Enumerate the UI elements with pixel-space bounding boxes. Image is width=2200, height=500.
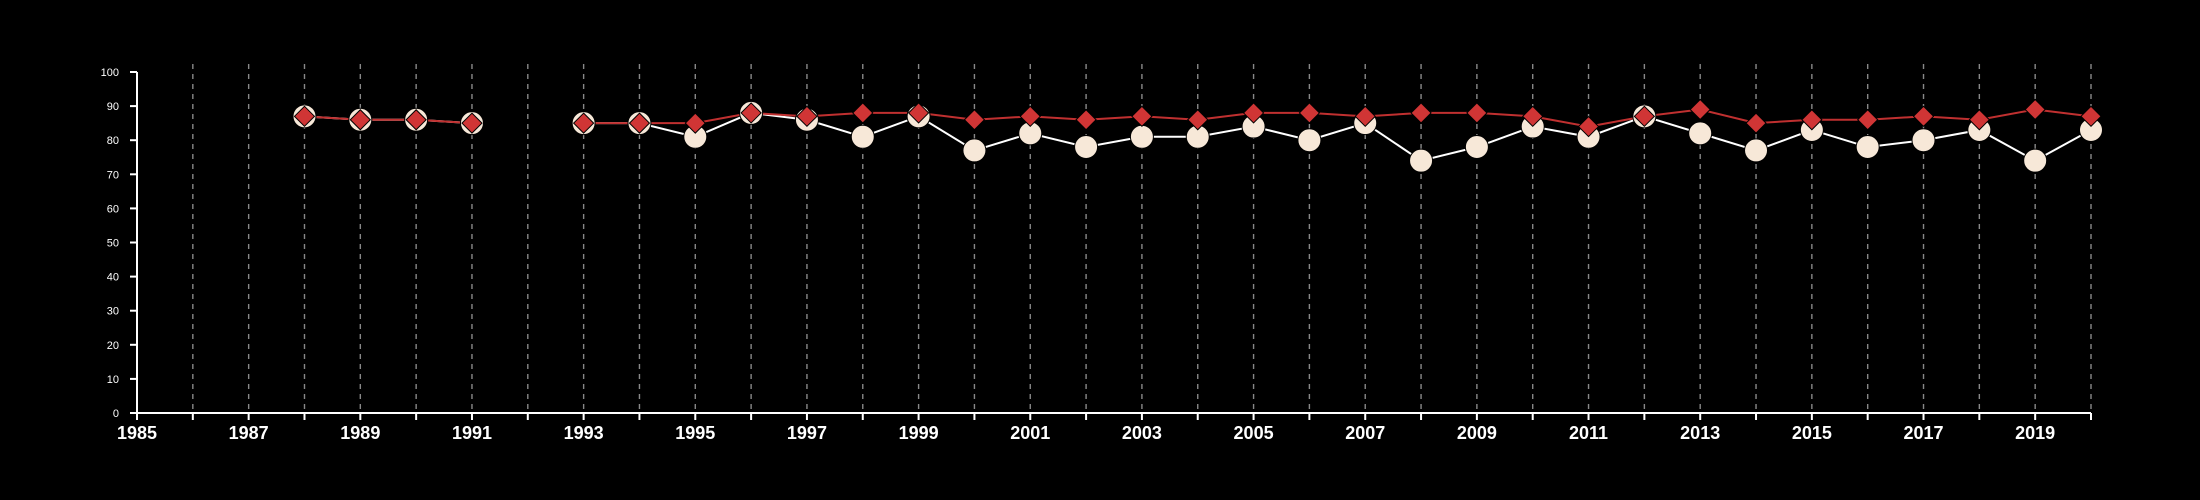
x-tick-label: 2005 xyxy=(1234,423,1274,443)
data-point-circle xyxy=(1409,148,1434,173)
data-point-circle xyxy=(1074,135,1099,160)
data-point-circle xyxy=(1464,135,1489,160)
data-point-circle xyxy=(1688,121,1713,146)
data-point-circle xyxy=(1855,135,1880,160)
data-point-diamond xyxy=(852,102,874,124)
series-layer xyxy=(292,98,2103,173)
data-point-diamond xyxy=(572,112,595,134)
series-2-line xyxy=(304,115,473,125)
x-tick-label: 1985 xyxy=(117,423,157,443)
data-point-diamond xyxy=(461,112,483,134)
data-point-diamond xyxy=(1577,115,1600,138)
x-tick-label: 2013 xyxy=(1680,423,1720,443)
x-tick-label: 1987 xyxy=(229,423,269,443)
x-tick-label: 2001 xyxy=(1010,423,1050,443)
data-point-diamond xyxy=(1466,102,1488,124)
x-tick-label: 1999 xyxy=(899,423,939,443)
data-point-diamond xyxy=(963,109,986,131)
data-point-circle xyxy=(1744,138,1769,163)
y-tick-label: 70 xyxy=(107,169,119,181)
x-tick-label: 1997 xyxy=(787,423,827,443)
y-tick-label: 40 xyxy=(107,272,119,284)
data-point-diamond xyxy=(1242,102,1265,124)
data-point-circle xyxy=(2023,148,2048,173)
data-point-diamond xyxy=(1075,109,1097,131)
data-point-diamond xyxy=(2024,98,2046,121)
data-point-diamond xyxy=(1745,112,1767,134)
data-point-diamond xyxy=(740,102,762,124)
x-tick-label: 1995 xyxy=(675,423,715,443)
data-point-diamond xyxy=(1131,105,1153,128)
series-2-line xyxy=(583,108,2092,128)
data-point-diamond xyxy=(1019,105,1041,128)
y-tick-label: 100 xyxy=(101,67,119,79)
x-tick-label: 1991 xyxy=(452,423,492,443)
x-tick-label: 2015 xyxy=(1792,423,1832,443)
data-point-diamond xyxy=(293,105,316,128)
data-point-circle xyxy=(962,138,987,163)
data-point-circle xyxy=(1129,124,1154,149)
axis-layer: 1985 1987 1989 1991 1993 1995 1997 1999 2001 2003… xyxy=(101,67,2092,443)
x-tick-label: 1989 xyxy=(340,423,380,443)
data-point-circle xyxy=(1911,128,1936,153)
data-point-diamond xyxy=(1410,102,1432,124)
data-point-diamond xyxy=(2080,105,2102,128)
x-tick-label: 2011 xyxy=(1569,423,1608,443)
data-point-diamond xyxy=(1298,102,1321,124)
y-tick-label: 80 xyxy=(107,135,119,147)
x-tick-label: 2017 xyxy=(1903,423,1943,443)
grid-layer xyxy=(192,64,2092,413)
series-1-line xyxy=(583,111,2092,162)
data-point-diamond xyxy=(349,109,372,131)
x-tick-label: 2019 xyxy=(2015,423,2055,443)
y-tick-label: 10 xyxy=(107,374,119,386)
data-point-diamond xyxy=(1187,109,1209,131)
y-tick-label: 0 xyxy=(113,408,119,420)
x-tick-label: 1993 xyxy=(564,423,604,443)
data-point-diamond xyxy=(1801,109,1823,131)
data-point-diamond xyxy=(1912,105,1935,128)
data-point-diamond xyxy=(684,112,706,134)
x-tick-label: 2003 xyxy=(1122,423,1162,443)
x-tick-label: 2007 xyxy=(1345,423,1385,443)
data-point-diamond xyxy=(1856,109,1879,131)
data-point-diamond xyxy=(1354,105,1376,128)
data-point-diamond xyxy=(1633,105,1656,128)
y-tick-label: 50 xyxy=(107,238,119,250)
data-point-circle xyxy=(850,124,875,149)
data-point-diamond xyxy=(405,109,427,131)
data-point-diamond xyxy=(1689,98,1711,121)
data-point-diamond xyxy=(1522,105,1544,128)
y-tick-label: 90 xyxy=(107,101,119,113)
x-tick-label: 2009 xyxy=(1457,423,1497,443)
y-tick-label: 60 xyxy=(107,203,119,215)
data-point-diamond xyxy=(907,102,930,124)
data-point-diamond xyxy=(628,112,651,134)
data-point-diamond xyxy=(1968,109,1991,131)
data-point-circle xyxy=(1297,128,1322,153)
y-tick-label: 30 xyxy=(107,306,119,318)
y-tick-label: 20 xyxy=(107,340,119,352)
data-point-diamond xyxy=(796,105,818,128)
